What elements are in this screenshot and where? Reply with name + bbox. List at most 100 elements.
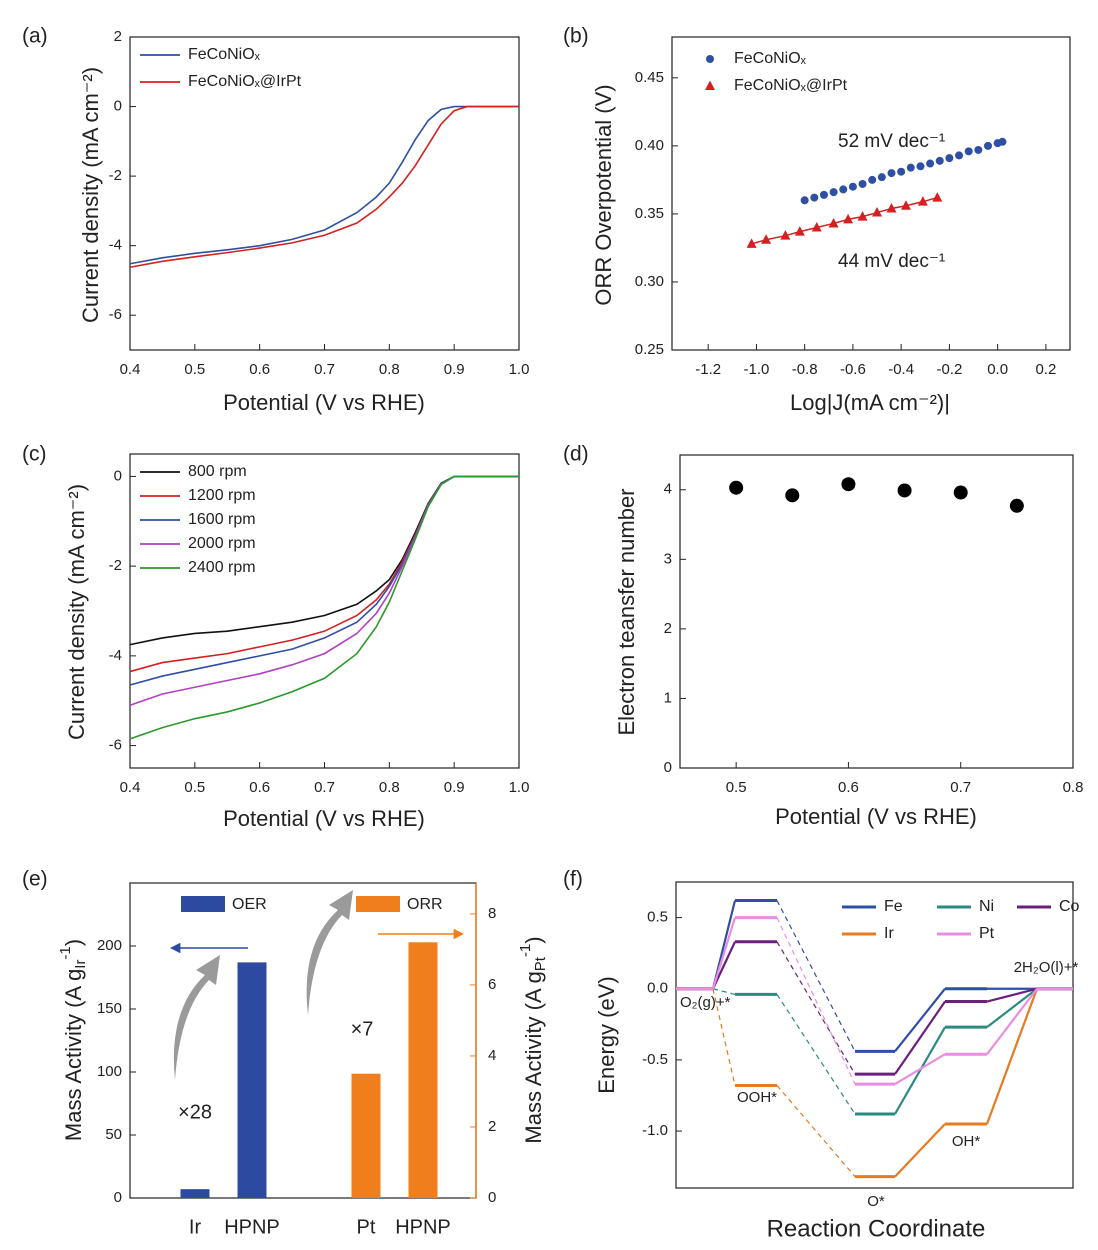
connector [776, 900, 856, 1052]
connector [776, 994, 856, 1115]
legend-label: 2000 rpm [188, 535, 256, 552]
y-tick-label: 0.45 [635, 69, 664, 86]
increase-arrow [306, 890, 353, 1015]
point [794, 226, 805, 236]
x-tick-label: 0.6 [249, 361, 270, 378]
connector [985, 988, 1039, 1125]
legend-label: Co [1059, 898, 1080, 915]
point [729, 480, 744, 495]
legend-label: 1200 rpm [188, 487, 256, 504]
y-tick-label: 0 [114, 467, 122, 484]
connector [986, 987, 1038, 1003]
legend-swatch [181, 896, 225, 912]
point [906, 163, 915, 172]
panel-label: (b) [563, 25, 589, 48]
x-tick-label: 0.0 [987, 361, 1008, 378]
x-tick-label: 0.6 [838, 779, 859, 796]
x-tick-label: 0.9 [444, 779, 465, 796]
panel-label: (e) [22, 868, 48, 891]
bar [180, 1189, 210, 1198]
y-tick-label: 0 [114, 98, 122, 115]
point [998, 137, 1007, 146]
label-part: ) [521, 936, 546, 943]
bar [237, 962, 267, 1198]
y2-axis-label: Mass Activity (A gPt-1) [517, 936, 549, 1143]
legend-swatch [705, 80, 715, 90]
label-part: Mass Activity (A g [521, 971, 546, 1143]
x-tick-label: 0.8 [379, 779, 400, 796]
y-tick-label: 0.5 [647, 909, 668, 926]
y-tick-label: 3 [664, 550, 672, 567]
x-tick-label: -0.6 [840, 361, 866, 378]
bar [351, 1073, 381, 1198]
y-tick-label: 0.0 [647, 980, 668, 997]
annotation: 52 mV dec⁻¹ [838, 131, 945, 152]
x-tick-label: 0.6 [249, 779, 270, 796]
state-label: OH* [952, 1133, 981, 1150]
x-axis-label: Potential (V vs RHE) [223, 390, 425, 415]
point [843, 213, 854, 224]
connector [712, 988, 736, 996]
label-part: -1 [57, 946, 74, 959]
y-axis-label: Electron teansfer number [614, 488, 639, 735]
y-tick-label: -2 [109, 167, 122, 184]
legend-label: FeCoNiOₓ@IrPt [734, 77, 848, 94]
x-tick-label: -1.2 [695, 361, 721, 378]
y2-tick-label: 0 [488, 1189, 496, 1206]
connector [894, 1053, 946, 1086]
x-tick-label: 1.0 [509, 779, 530, 796]
connector [776, 1085, 856, 1178]
x-tick-label: -1.0 [743, 361, 769, 378]
x-tick-label: 0.7 [950, 779, 971, 796]
point [868, 175, 877, 184]
point [785, 488, 800, 503]
connector [894, 1123, 946, 1178]
x-tick-label: HPNP [395, 1216, 451, 1238]
legend-label: Ir [884, 925, 894, 942]
point [848, 182, 857, 191]
x-tick-label: 0.5 [184, 361, 205, 378]
y-axis-label: ORR Overpotential (V) [591, 84, 616, 305]
panel-label: (a) [22, 25, 48, 48]
connector [894, 988, 946, 1053]
legend-label: FeCoNiOₓ [188, 46, 261, 63]
y-tick-label: 0.35 [635, 205, 664, 222]
point [964, 147, 973, 156]
x-tick-label: 0.4 [120, 361, 141, 378]
label-part: -1 [517, 944, 534, 957]
y-axis-label: Energy (eV) [594, 976, 619, 1093]
y2-tick-label: 4 [488, 1047, 496, 1064]
plot-frame [679, 454, 1074, 769]
connector [712, 988, 736, 1086]
x-axis-label: Log|J(mA cm⁻²)| [790, 390, 950, 415]
connector [712, 941, 736, 990]
y-tick-label: 0.30 [635, 273, 664, 290]
annotation: ×28 [178, 1101, 212, 1123]
point [926, 159, 935, 168]
point [955, 151, 964, 160]
y-tick-label: -4 [109, 237, 122, 254]
point [917, 196, 928, 206]
y-axis-label: Current density (mA cm⁻²) [64, 484, 89, 740]
x-axis-label: Reaction Coordinate [767, 1215, 986, 1242]
connector [986, 987, 1038, 1029]
y-tick-label: 0.25 [635, 341, 664, 358]
x-tick-label: 0.5 [184, 779, 205, 796]
y-tick-label: 150 [97, 1000, 122, 1017]
point [761, 234, 772, 244]
y-tick-label: -4 [109, 647, 122, 664]
point [877, 173, 886, 182]
x-tick-label: 0.9 [444, 361, 465, 378]
label-part: Pt [532, 956, 549, 971]
point [839, 185, 848, 194]
y2-tick-label: 2 [488, 1118, 496, 1135]
connector [711, 917, 737, 990]
line [129, 105, 519, 269]
legend-label: Fe [884, 898, 903, 915]
legend-label: FeCoNiOₓ [734, 50, 807, 67]
state-label: O₂(g)+* [680, 994, 731, 1011]
panel-label: (c) [22, 443, 47, 466]
legend-label: OER [232, 896, 267, 913]
connector [986, 988, 1038, 1055]
connector [776, 917, 856, 1085]
